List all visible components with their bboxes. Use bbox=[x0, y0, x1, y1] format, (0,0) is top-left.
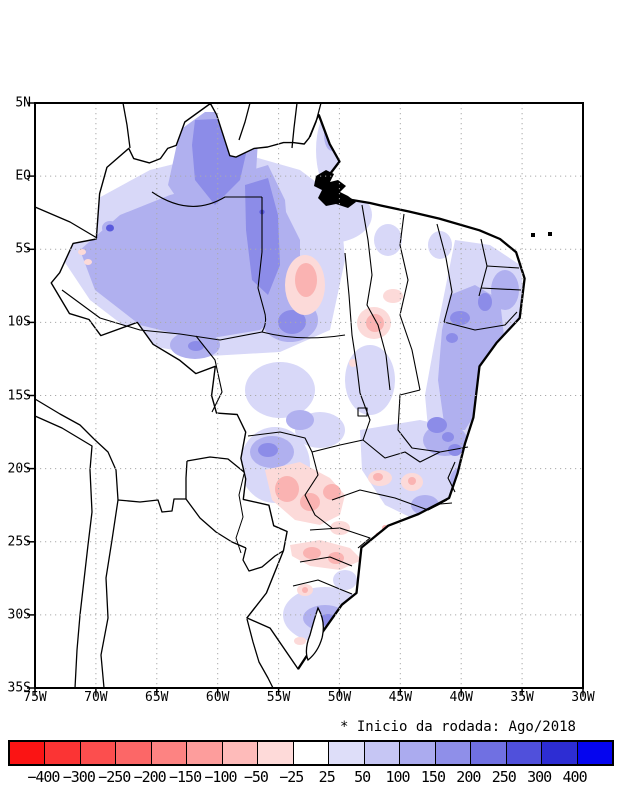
colorbar-segment-11 bbox=[399, 742, 435, 764]
colorbar-segment-16 bbox=[576, 742, 612, 764]
colorbar-segment-3 bbox=[115, 742, 151, 764]
lon-label-30W: 30W bbox=[571, 690, 595, 705]
lon-label-45W: 45W bbox=[388, 690, 413, 705]
lat-label-20S: 20S bbox=[7, 461, 31, 477]
colorbar-segment-2 bbox=[79, 742, 116, 764]
argentina-paraguay-border bbox=[185, 498, 247, 549]
lat-label-25S: 25S bbox=[7, 534, 31, 550]
state-borders bbox=[61, 191, 522, 595]
colorbar-segment-0 bbox=[10, 742, 45, 764]
lon-label-70W: 70W bbox=[84, 690, 108, 705]
colorbar-segment-13 bbox=[470, 742, 506, 764]
peru-bolivia-border bbox=[34, 398, 95, 440]
axis-ticks bbox=[27, 102, 584, 695]
colorbar-tick-label: −200 bbox=[133, 768, 167, 786]
colorbar-tick-label: −25 bbox=[279, 768, 304, 786]
lagoa-dos-patos bbox=[305, 606, 324, 662]
colorbar-segment-4 bbox=[150, 742, 187, 764]
venezuela-colombia-border bbox=[122, 102, 131, 149]
lat-label-10S: 10S bbox=[7, 314, 31, 330]
colorbar-ticks: −400 −300 −250 −200 −150 −100 −50 −25 25 50 100 150… bbox=[8, 768, 610, 788]
pacific-coastline bbox=[34, 415, 93, 689]
venezuela-guyana-border bbox=[238, 102, 251, 141]
lat-label-5S: 5S bbox=[15, 241, 31, 257]
colorbar-tick-label: 300 bbox=[527, 768, 552, 786]
colorbar-segment-15 bbox=[541, 742, 577, 764]
paraguay-parana-border bbox=[242, 547, 284, 572]
amazon-estuary bbox=[314, 170, 356, 208]
colorbar-tick-label: −150 bbox=[168, 768, 202, 786]
colorbar-tick-label: 250 bbox=[491, 768, 517, 786]
colorbar-tick-label: −50 bbox=[243, 768, 269, 786]
colorbar-segment-8 bbox=[292, 742, 329, 764]
colorbar-segment-12 bbox=[434, 742, 471, 764]
lon-label-60W: 60W bbox=[205, 690, 230, 705]
colorbar-tick-label: −400 bbox=[27, 768, 60, 786]
lat-label-15S: 15S bbox=[7, 388, 31, 403]
colorbar-tick-label: 50 bbox=[354, 768, 371, 786]
colorbar-tick-label: −300 bbox=[62, 768, 96, 786]
colorbar-segment-7 bbox=[257, 742, 293, 764]
chile-border bbox=[93, 438, 119, 689]
lat-label-EQ: EQ bbox=[15, 168, 31, 184]
colombia-peru-border bbox=[34, 206, 98, 239]
lon-label-50W: 50W bbox=[327, 690, 352, 705]
lat-label-5N: 5N bbox=[15, 95, 31, 111]
lon-label-35W: 35W bbox=[510, 690, 534, 705]
lon-label-75W: 75W bbox=[23, 690, 47, 705]
run-start-annotation: * Inicio da rodada: Ago/2018 bbox=[339, 719, 576, 735]
uruguay-argentina-border bbox=[246, 618, 274, 689]
colorbar-tick-label: −100 bbox=[204, 768, 237, 786]
paraguay-river bbox=[235, 473, 245, 554]
colorbar-tick-label: 400 bbox=[562, 768, 588, 786]
colorbar-segment-6 bbox=[221, 742, 258, 764]
lon-label-65W: 65W bbox=[145, 690, 169, 705]
lat-label-35S: 35S bbox=[7, 680, 31, 696]
guyana-suriname-border bbox=[291, 102, 298, 149]
colorbar-segment-14 bbox=[505, 742, 542, 764]
bolivia-paraguay-north-border bbox=[186, 456, 245, 473]
bolivia-argentina-border bbox=[117, 498, 186, 513]
colorbar-tick-label: 200 bbox=[456, 768, 481, 786]
colorbar-tick-label: 25 bbox=[318, 768, 336, 786]
colorbar-tick-label: −250 bbox=[98, 768, 131, 786]
colorbar-tick-label: 150 bbox=[420, 768, 446, 786]
colorbar-segment-10 bbox=[363, 742, 400, 764]
colorbar-segment-1 bbox=[44, 742, 80, 764]
bolivia-paraguay-west-border bbox=[185, 460, 188, 499]
lat-label-30S: 30S bbox=[7, 607, 31, 623]
colorbar-segments bbox=[8, 740, 614, 766]
colorbar-tick-label: 100 bbox=[385, 768, 410, 786]
lon-label-40W: 40W bbox=[449, 690, 473, 705]
offshore-islands bbox=[531, 232, 552, 237]
lon-label-55W: 55W bbox=[266, 690, 291, 705]
distrito-federal-outline bbox=[357, 407, 368, 417]
colorbar-segment-5 bbox=[186, 742, 222, 764]
colorbar-segment-9 bbox=[328, 742, 364, 764]
